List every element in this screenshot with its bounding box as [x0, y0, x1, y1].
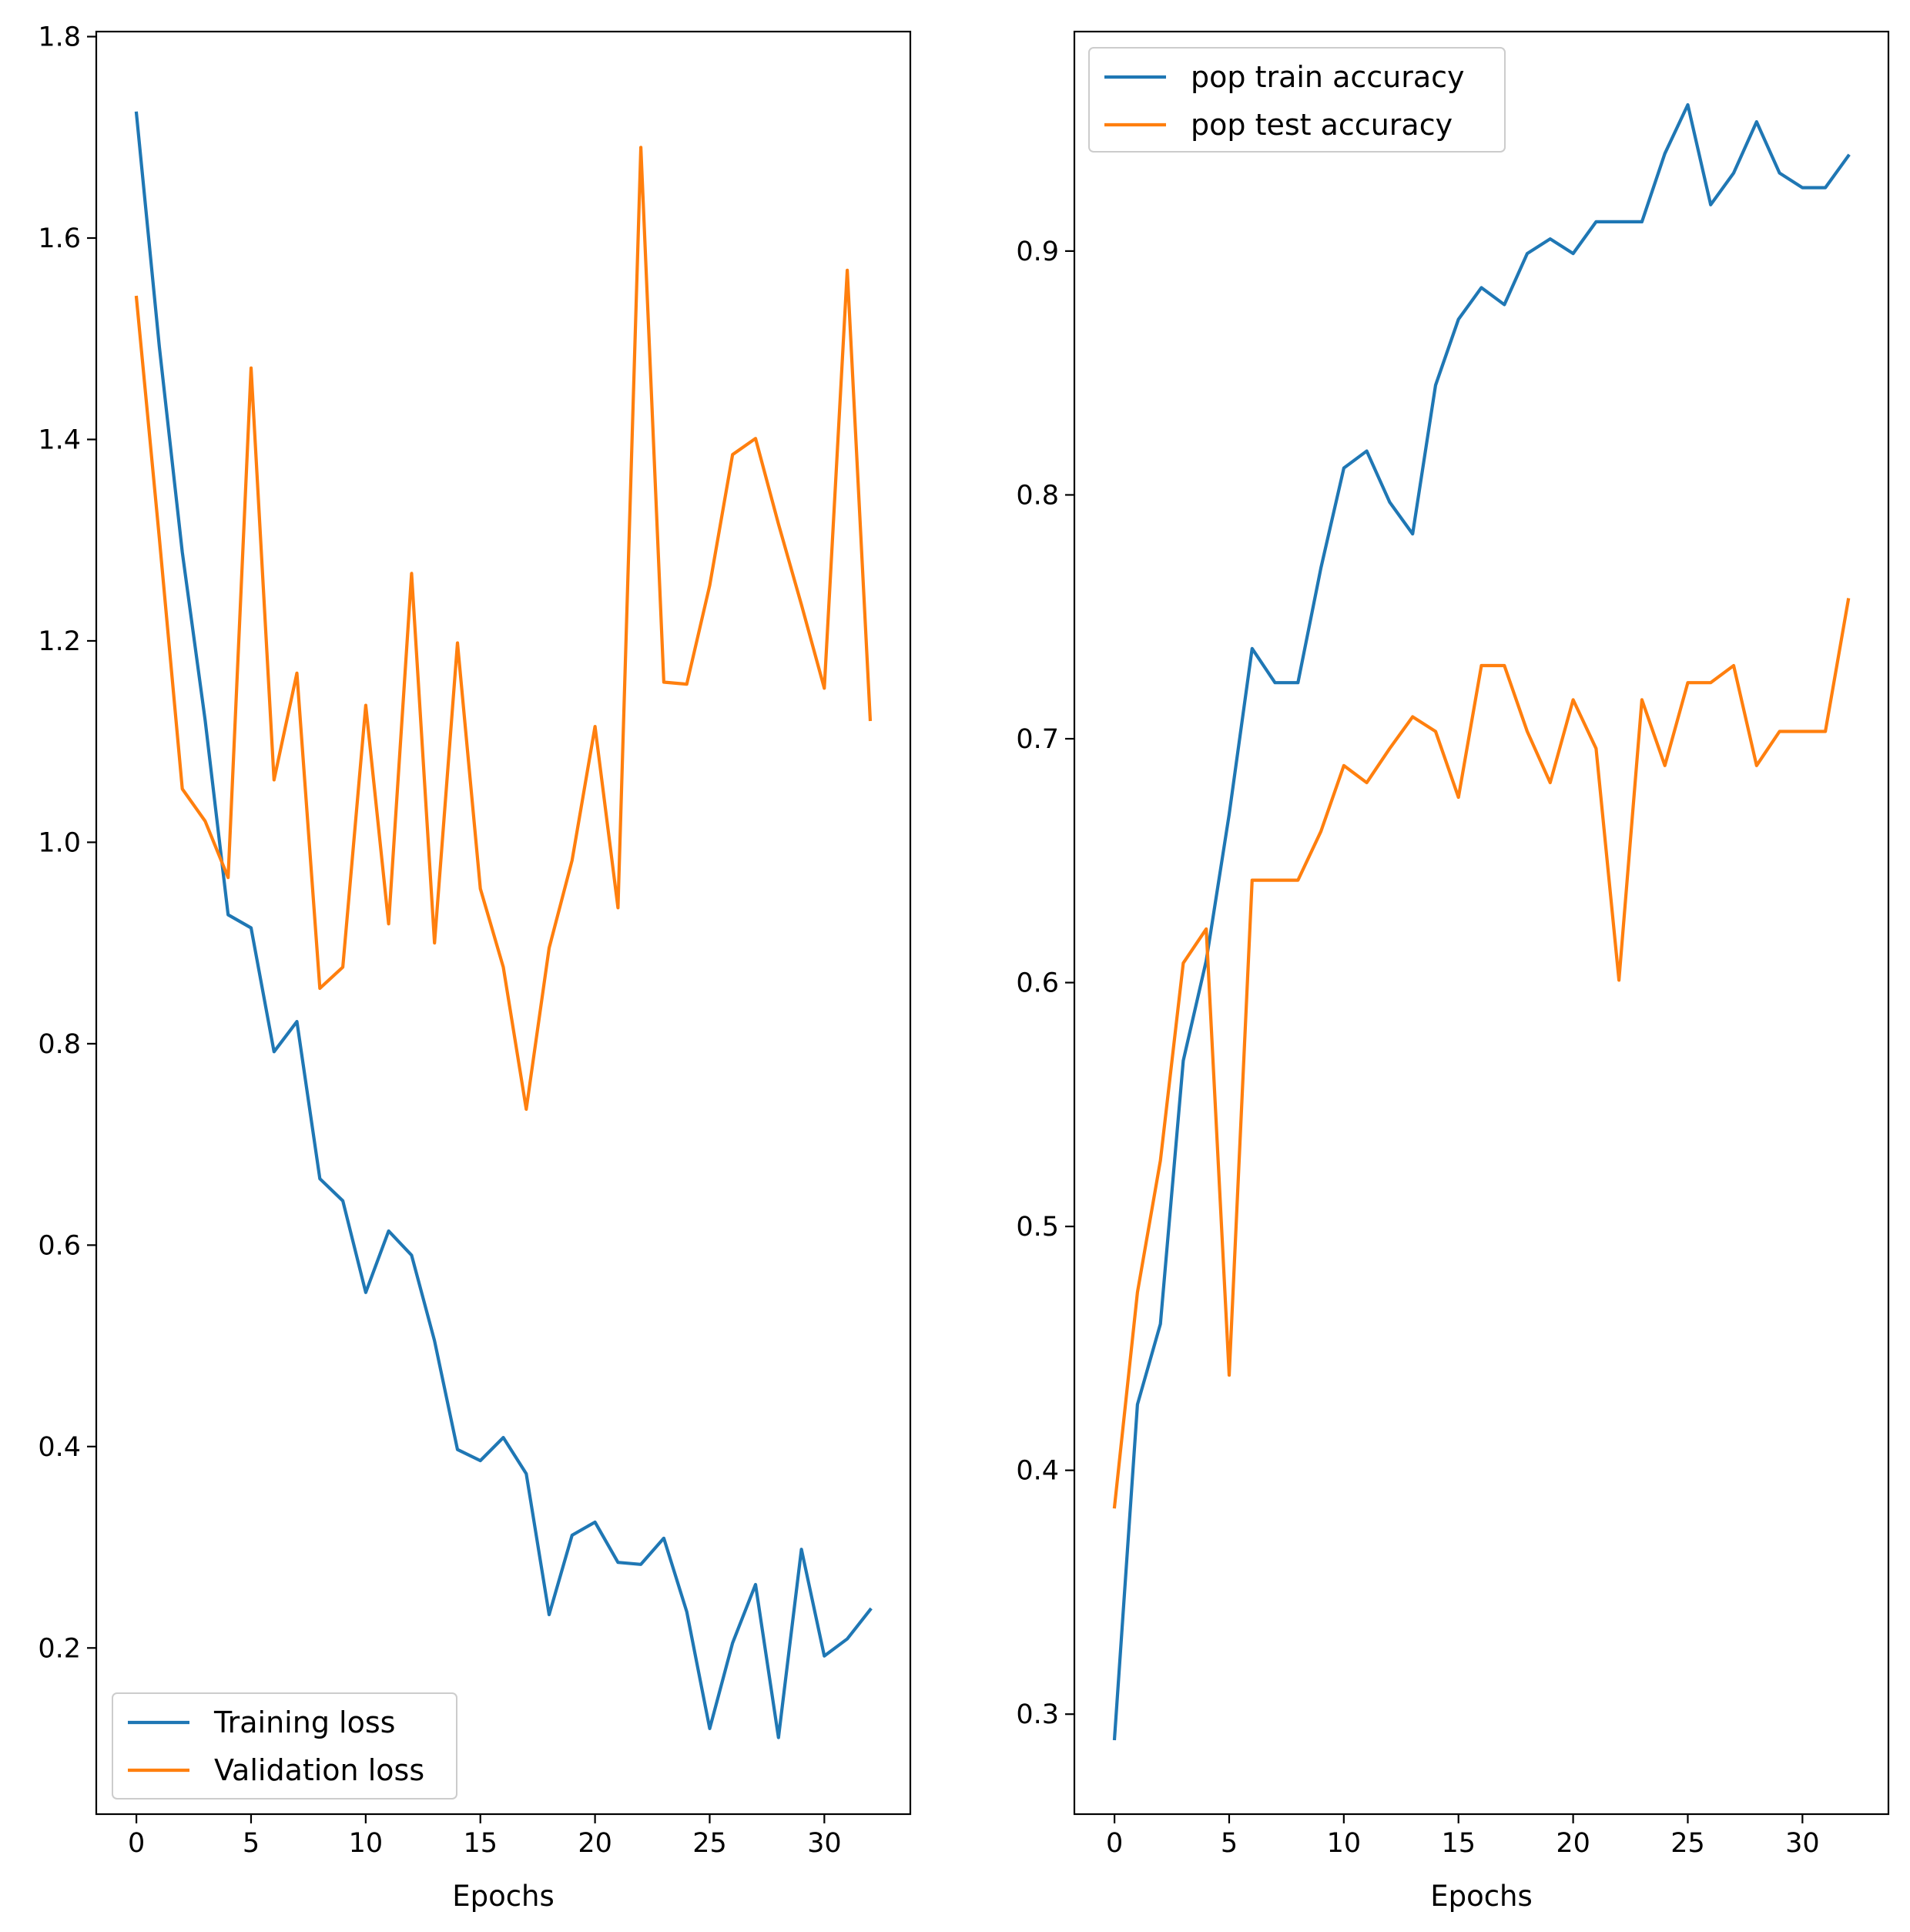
x-tick-label: 0 — [128, 1828, 145, 1859]
series-line-0 — [1112, 102, 1851, 1741]
y-tick-label: 1.4 — [38, 424, 81, 455]
legend-box — [112, 1692, 457, 1800]
x-tick-label: 15 — [1441, 1828, 1476, 1859]
x-tick-label: 5 — [243, 1828, 260, 1859]
y-tick-label: 0.6 — [38, 1230, 81, 1261]
x-tick-label: 10 — [1327, 1828, 1362, 1859]
y-tick-label: 1.8 — [38, 22, 81, 53]
x-tick-label: 15 — [463, 1828, 498, 1859]
x-tick-label: 25 — [692, 1828, 727, 1859]
x-tick-label: 30 — [1785, 1828, 1820, 1859]
y-tick-label: 0.4 — [38, 1432, 81, 1463]
legend: Training loss Validation loss — [112, 1692, 457, 1800]
x-axis-label: Epochs — [1430, 1880, 1533, 1913]
accuracy-chart: 0 5 10 15 20 25 30 0.3 0.4 0.5 0.6 0.7 0.8 0.9 Epochs p… — [1016, 30, 1890, 1913]
y-tick-label: 0.5 — [1016, 1212, 1059, 1243]
x-tick-label: 25 — [1670, 1828, 1705, 1859]
series-line-1 — [1112, 598, 1851, 1509]
series-line-0 — [134, 111, 873, 1739]
legend: pop train accuracy pop test accuracy — [1088, 47, 1506, 153]
y-tick-label: 0.8 — [38, 1029, 81, 1060]
series-line-1 — [134, 146, 873, 1112]
y-tick-label: 0.2 — [38, 1633, 81, 1664]
legend-box — [1088, 47, 1506, 153]
y-tick-label: 0.3 — [1016, 1699, 1059, 1730]
x-tick-label: 20 — [1556, 1828, 1590, 1859]
legend-label: Training loss — [213, 1706, 395, 1739]
y-tick-label: 0.8 — [1016, 480, 1059, 511]
y-tick-label: 1.2 — [38, 626, 81, 657]
y-tick-label: 0.4 — [1016, 1456, 1059, 1487]
y-tick-label: 0.9 — [1016, 236, 1059, 267]
y-tick-label: 0.6 — [1016, 968, 1059, 999]
x-tick-label: 0 — [1106, 1828, 1123, 1859]
axes-frame — [95, 30, 912, 1816]
x-axis-label: Epochs — [452, 1880, 555, 1913]
legend-label: pop train accuracy — [1191, 60, 1465, 94]
axes-frame — [1073, 30, 1890, 1816]
x-tick-label: 10 — [349, 1828, 384, 1859]
x-tick-label: 30 — [807, 1828, 842, 1859]
x-tick-label: 5 — [1221, 1828, 1238, 1859]
y-tick-label: 1.0 — [38, 827, 81, 858]
x-tick-label: 20 — [578, 1828, 612, 1859]
y-tick-label: 1.6 — [38, 223, 81, 254]
y-tick-label: 0.7 — [1016, 724, 1059, 755]
legend-label: pop test accuracy — [1191, 108, 1453, 142]
loss-chart: 0 5 10 15 20 25 30 0.2 0.4 0.6 0.8 1.0 1.2 1.4 1.6 1.8 E… — [38, 22, 912, 1913]
legend-label: Validation loss — [214, 1753, 424, 1787]
